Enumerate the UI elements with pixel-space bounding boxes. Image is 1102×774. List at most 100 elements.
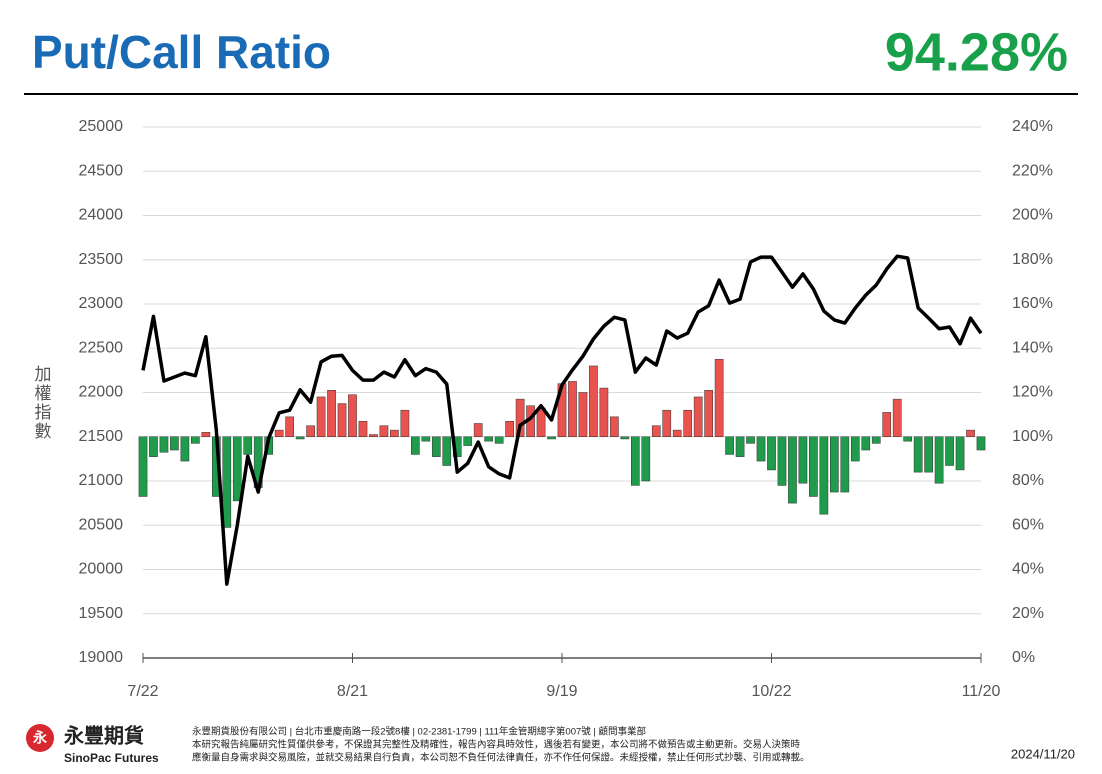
y-tick-label: 22000	[79, 384, 124, 401]
bar	[798, 436, 808, 484]
y-tick-label: 19500	[79, 605, 124, 622]
plot: 19000 19500 20000 20500 21000 21500 22000 22500…	[79, 118, 1053, 700]
x-tick-label: 8/21	[337, 683, 368, 700]
bar	[955, 436, 965, 471]
bar	[966, 429, 975, 437]
bar	[285, 416, 294, 437]
bar	[599, 387, 609, 438]
bar	[316, 396, 326, 437]
bar	[442, 436, 452, 466]
bar	[662, 409, 672, 438]
bar	[295, 436, 305, 440]
y-tick-label: 21000	[79, 472, 124, 489]
bar	[934, 436, 944, 484]
y2-tick-label: 200%	[1012, 207, 1053, 224]
y-tick-label: 25000	[79, 118, 124, 135]
bar	[714, 359, 724, 437]
bar	[913, 436, 923, 473]
y-tick-label: 24000	[79, 207, 124, 224]
y-tick-label: 20500	[79, 516, 124, 533]
bar	[589, 365, 598, 438]
bar	[411, 436, 420, 455]
bar	[767, 436, 776, 471]
bar	[672, 429, 682, 437]
bar	[892, 398, 902, 438]
y-axis-label-text: 加權指數	[32, 365, 52, 441]
bar	[337, 403, 347, 437]
bar	[369, 434, 378, 438]
y-tick-label: 23500	[79, 251, 124, 268]
bar	[610, 416, 619, 437]
bar	[850, 436, 860, 462]
bar	[431, 436, 441, 457]
bar	[159, 436, 169, 453]
y-axis-label: 加權指數	[32, 365, 52, 441]
y-tick-label: 22500	[79, 339, 124, 356]
bar	[840, 436, 850, 493]
logo-mark	[26, 724, 54, 752]
bar	[693, 396, 703, 437]
x-tick-label: 7/22	[127, 683, 158, 700]
bar	[630, 436, 640, 486]
title: Put/Call Ratio	[32, 26, 331, 78]
bar	[871, 436, 881, 444]
bar	[138, 436, 148, 497]
bar	[515, 398, 525, 438]
x-tick-label: 9/19	[546, 683, 577, 700]
bar	[735, 436, 745, 457]
y2-tick-label: 240%	[1012, 118, 1053, 135]
bar	[243, 436, 253, 455]
logo-en: SinoPac Futures	[64, 751, 159, 765]
y-tick-label: 20000	[79, 561, 124, 578]
bar	[725, 436, 734, 455]
bar	[473, 423, 483, 438]
bar	[861, 436, 871, 451]
bar	[683, 409, 693, 438]
bar	[924, 436, 933, 473]
bar	[809, 436, 818, 497]
bar	[421, 436, 431, 442]
y2-tick-label: 20%	[1012, 605, 1044, 622]
bar	[400, 409, 410, 438]
y2-tick-label: 0%	[1012, 649, 1035, 666]
bar	[704, 390, 713, 438]
footer-line: 本研究報告純屬研究性質僅供參考，不保證其完整性及精確性，報告內容具時效性，遇後若…	[192, 739, 801, 751]
x-tick-label: 10/22	[751, 683, 791, 700]
bar	[306, 425, 315, 437]
bar	[180, 436, 190, 462]
bar	[945, 436, 954, 466]
bar	[484, 436, 494, 442]
bar	[651, 425, 661, 437]
bar	[830, 436, 839, 493]
bar	[547, 436, 556, 440]
bar	[976, 436, 986, 451]
bar	[620, 436, 630, 440]
bar	[819, 436, 829, 515]
bar	[348, 394, 357, 437]
y2-tick-label: 40%	[1012, 561, 1044, 578]
y-tick-label: 23000	[79, 295, 124, 312]
bar	[903, 436, 913, 442]
bar	[568, 381, 577, 437]
ratio-value: 94.28%	[885, 22, 1068, 82]
bar	[170, 436, 179, 451]
y-tick-label: 24500	[79, 162, 124, 179]
y2-tick-label: 220%	[1012, 162, 1053, 179]
bar	[191, 436, 200, 444]
bar	[463, 436, 473, 446]
bar	[201, 432, 211, 438]
y2-tick-label: 180%	[1012, 251, 1053, 268]
bar	[232, 436, 242, 502]
y2-tick-label: 100%	[1012, 428, 1053, 445]
bar	[222, 436, 232, 528]
y-tick-label: 19000	[79, 649, 124, 666]
x-tick-label: 11/20	[962, 683, 1001, 700]
y2-tick-label: 80%	[1012, 472, 1044, 489]
bar	[746, 436, 755, 444]
y2-tick-label: 120%	[1012, 384, 1053, 401]
bar	[641, 436, 651, 482]
bar	[494, 436, 504, 444]
bar	[149, 436, 158, 457]
bar	[578, 392, 588, 437]
